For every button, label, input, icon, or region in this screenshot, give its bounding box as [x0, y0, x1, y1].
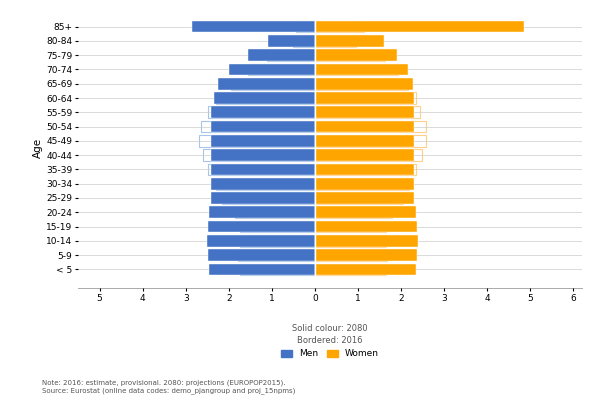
Bar	[216, 92, 315, 104]
Bar	[203, 149, 315, 161]
Bar	[315, 192, 403, 204]
Bar	[296, 21, 315, 32]
Bar	[315, 64, 407, 75]
Bar	[211, 135, 315, 147]
Bar	[211, 178, 315, 190]
Bar	[315, 106, 414, 118]
Bar	[315, 92, 414, 104]
Bar	[211, 192, 315, 204]
Bar	[209, 264, 315, 275]
Bar	[315, 178, 414, 190]
Bar	[315, 121, 426, 132]
Y-axis label: Age: Age	[34, 138, 43, 158]
Bar	[315, 264, 386, 275]
Bar	[315, 206, 416, 218]
Bar	[315, 35, 356, 47]
Bar	[211, 164, 315, 175]
Bar	[315, 235, 418, 247]
Bar	[315, 206, 392, 218]
Bar	[211, 106, 315, 118]
Bar	[315, 78, 413, 90]
Bar	[315, 221, 418, 232]
Bar	[239, 235, 315, 247]
Bar	[266, 49, 315, 61]
Bar	[315, 135, 426, 147]
Bar	[315, 149, 414, 161]
Bar	[315, 264, 416, 275]
Bar	[218, 78, 315, 90]
Bar	[208, 249, 315, 261]
Bar	[315, 164, 414, 175]
Bar	[208, 164, 315, 175]
Bar	[315, 121, 414, 132]
Text: Solid colour: 2080
Bordered: 2016: Solid colour: 2080 Bordered: 2016	[292, 324, 368, 345]
Legend: Men, Women: Men, Women	[277, 346, 383, 362]
Bar	[239, 221, 315, 232]
Bar	[315, 249, 418, 261]
Bar	[248, 64, 315, 75]
Bar	[315, 221, 386, 232]
Text: Source: Eurostat (online data codes: demo_pjangroup and proj_15npms): Source: Eurostat (online data codes: dem…	[42, 387, 295, 394]
Bar	[211, 149, 315, 161]
Bar	[315, 21, 524, 32]
Bar	[315, 49, 385, 61]
Bar	[207, 235, 315, 247]
Bar	[315, 78, 407, 90]
Bar	[315, 106, 421, 118]
Bar	[209, 206, 315, 218]
Bar	[199, 135, 315, 147]
Bar	[315, 164, 416, 175]
Bar	[315, 21, 364, 32]
Bar	[208, 106, 315, 118]
Bar	[231, 78, 315, 90]
Bar	[211, 121, 315, 132]
Bar	[315, 135, 414, 147]
Bar	[248, 49, 315, 61]
Bar	[315, 235, 386, 247]
Bar	[214, 92, 315, 104]
Bar	[192, 21, 315, 32]
Bar	[216, 178, 315, 190]
Bar	[223, 192, 315, 204]
Bar	[235, 206, 315, 218]
Bar	[315, 64, 398, 75]
Bar	[315, 149, 422, 161]
Bar	[268, 35, 315, 47]
Bar	[229, 64, 315, 75]
Bar	[293, 35, 315, 47]
Bar	[208, 221, 315, 232]
Bar	[315, 178, 409, 190]
Bar	[315, 35, 384, 47]
Text: Note: 2016: estimate, provisional. 2080: projections (EUROPOP2015).: Note: 2016: estimate, provisional. 2080:…	[42, 380, 286, 386]
Bar	[315, 249, 387, 261]
Bar	[238, 249, 315, 261]
Bar	[315, 92, 416, 104]
Bar	[239, 264, 315, 275]
Bar	[315, 192, 414, 204]
Bar	[315, 49, 397, 61]
Bar	[201, 121, 315, 132]
